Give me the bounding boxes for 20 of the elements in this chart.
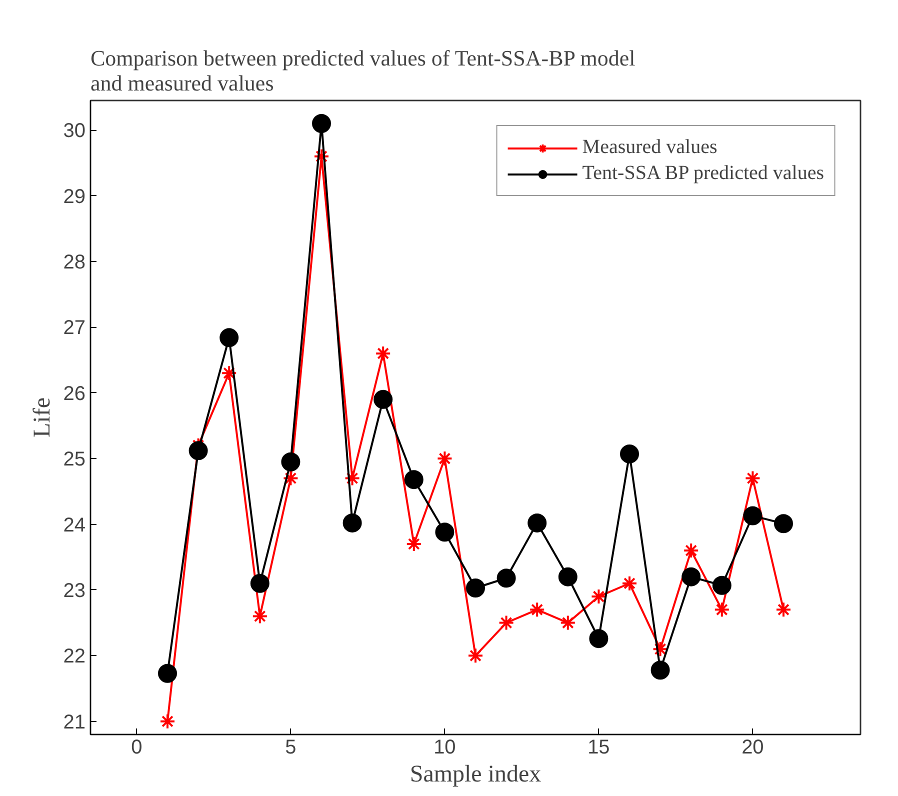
y-tick-label: 26 <box>63 382 86 405</box>
x-tick-label: 0 <box>131 736 142 758</box>
y-tick-label: 22 <box>63 646 86 668</box>
y-tick-label: 28 <box>63 251 86 274</box>
x-tick-label: 10 <box>434 736 456 758</box>
x-tick-label: 20 <box>742 736 764 758</box>
y-tick-label: 29 <box>63 186 86 208</box>
y-tick-label: 25 <box>63 448 86 471</box>
y-tick-label: 27 <box>63 317 86 340</box>
y-tick-label: 23 <box>63 580 86 602</box>
y-tick-label: 21 <box>63 711 86 734</box>
x-axis-title: Sample index <box>410 762 542 788</box>
chart-title: Comparison between predicted values of Tent-SSA-BP model and measured values <box>90 46 636 96</box>
legend-label: Tent-SSA BP predicted values <box>582 162 824 185</box>
y-axis-title: Life <box>29 398 56 438</box>
x-tick-label: 5 <box>285 736 296 758</box>
y-tick-label: 30 <box>63 120 86 142</box>
legend-label: Measured values <box>582 136 718 159</box>
x-tick-label: 15 <box>588 736 610 758</box>
y-tick-label: 24 <box>63 514 86 536</box>
